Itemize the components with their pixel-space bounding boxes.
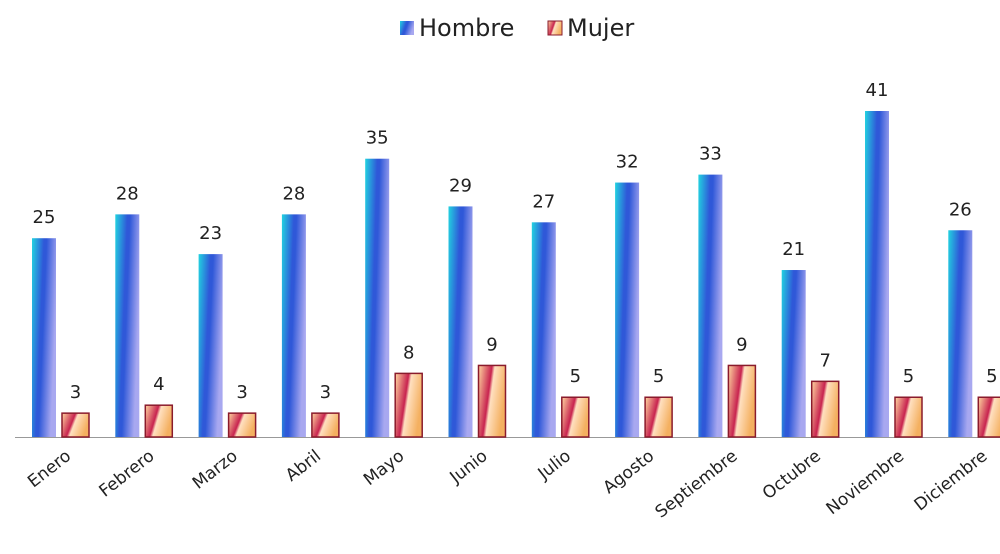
data-label: 9 bbox=[736, 334, 747, 355]
x-tick-label: Febrero bbox=[95, 446, 158, 501]
bar bbox=[810, 380, 840, 438]
data-label: 32 bbox=[616, 152, 639, 173]
data-label: 3 bbox=[70, 382, 81, 403]
legend-swatch bbox=[400, 21, 414, 35]
x-tick-label: Marzo bbox=[189, 446, 242, 493]
bar bbox=[948, 230, 973, 437]
bar bbox=[698, 174, 723, 438]
data-label: 28 bbox=[116, 183, 139, 204]
bar bbox=[894, 396, 923, 438]
bar bbox=[365, 158, 390, 437]
legend-label: Mujer bbox=[567, 14, 634, 42]
data-label: 29 bbox=[449, 175, 472, 196]
bar bbox=[227, 412, 257, 438]
bar bbox=[561, 396, 590, 438]
data-label: 33 bbox=[699, 144, 722, 165]
x-tick-label: Diciembre bbox=[911, 446, 992, 515]
data-label: 35 bbox=[366, 128, 389, 149]
bar bbox=[311, 412, 340, 438]
x-tick-label: Julio bbox=[534, 446, 575, 484]
data-label: 5 bbox=[653, 366, 664, 387]
bar bbox=[477, 364, 507, 438]
x-tick-label: Junio bbox=[446, 446, 492, 488]
bar bbox=[977, 396, 1000, 438]
data-label: 23 bbox=[199, 223, 222, 244]
bar bbox=[644, 396, 673, 438]
data-label: 5 bbox=[570, 366, 581, 387]
data-label: 5 bbox=[903, 366, 914, 387]
data-label: 5 bbox=[986, 366, 997, 387]
x-tick-label: Enero bbox=[24, 446, 75, 492]
x-tick-label: Abril bbox=[282, 446, 325, 486]
data-label: 9 bbox=[486, 334, 497, 355]
bar bbox=[281, 214, 306, 437]
x-tick-label: Noviembre bbox=[823, 446, 908, 519]
legend-swatch bbox=[547, 20, 563, 36]
data-label: 7 bbox=[819, 350, 830, 371]
data-label: 4 bbox=[153, 374, 164, 395]
data-label: 21 bbox=[782, 239, 805, 260]
bar bbox=[115, 214, 140, 437]
data-label: 28 bbox=[282, 183, 305, 204]
x-tick-label: Octubre bbox=[759, 446, 825, 504]
bar bbox=[394, 372, 423, 438]
data-label: 8 bbox=[403, 342, 414, 363]
legend-label: Hombre bbox=[419, 14, 514, 42]
data-label: 26 bbox=[949, 199, 972, 220]
data-label: 3 bbox=[320, 382, 331, 403]
data-label: 41 bbox=[866, 80, 889, 101]
bar bbox=[448, 206, 473, 437]
x-tick-label: Mayo bbox=[360, 446, 408, 490]
bar bbox=[781, 270, 806, 437]
bar bbox=[32, 238, 56, 437]
data-label: 27 bbox=[532, 191, 555, 212]
x-tick-label: Agosto bbox=[600, 446, 659, 498]
x-tick-label: Septiembre bbox=[652, 446, 742, 522]
bar bbox=[865, 111, 889, 437]
bar bbox=[727, 364, 757, 438]
bar bbox=[144, 404, 174, 438]
bar bbox=[61, 412, 90, 438]
data-label: 25 bbox=[33, 207, 56, 228]
bar bbox=[198, 254, 223, 437]
bar bbox=[531, 222, 556, 437]
data-label: 3 bbox=[236, 382, 247, 403]
bar bbox=[615, 182, 640, 437]
